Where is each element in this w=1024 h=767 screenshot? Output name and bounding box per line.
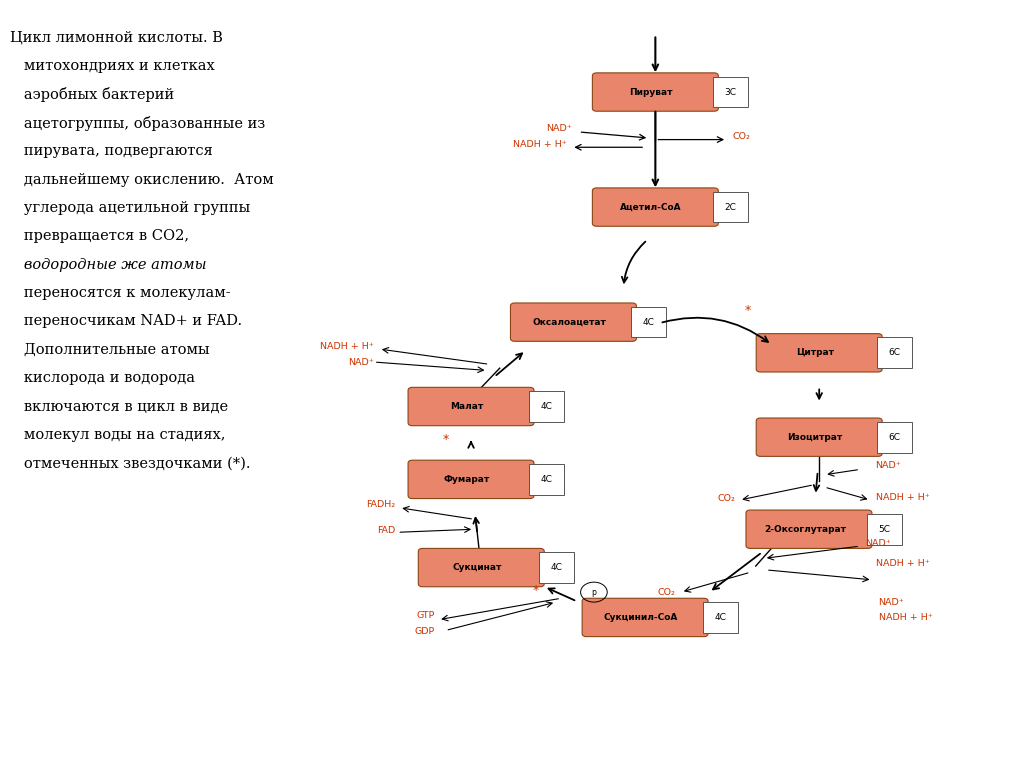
Text: углерода ацетильной группы: углерода ацетильной группы xyxy=(10,201,251,215)
Text: митохондриях и клетках: митохондриях и клетках xyxy=(10,59,215,73)
FancyBboxPatch shape xyxy=(592,73,719,111)
Text: включаются в цикл в виде: включаются в цикл в виде xyxy=(10,400,228,413)
Text: p: p xyxy=(592,588,596,597)
Text: переносчикам NAD+ и FAD.: переносчикам NAD+ и FAD. xyxy=(10,314,243,328)
Text: Ацетил-СоА: Ацетил-СоА xyxy=(621,202,682,212)
Text: NADH + H⁺: NADH + H⁺ xyxy=(321,342,374,351)
FancyBboxPatch shape xyxy=(582,598,709,637)
Text: молекул воды на стадиях,: молекул воды на стадиях, xyxy=(10,428,225,442)
Text: Цикл лимонной кислоты. В: Цикл лимонной кислоты. В xyxy=(10,31,223,44)
Text: NADH + H⁺: NADH + H⁺ xyxy=(876,559,929,568)
Text: NADH + H⁺: NADH + H⁺ xyxy=(513,140,566,149)
Text: аэробных бактерий: аэробных бактерий xyxy=(10,87,174,103)
FancyBboxPatch shape xyxy=(877,337,912,368)
Text: превращается в CO2,: превращается в CO2, xyxy=(10,229,189,243)
Text: 4C: 4C xyxy=(541,475,552,484)
Text: Оксалоацетат: Оксалоацетат xyxy=(532,318,606,327)
Text: Сукцинат: Сукцинат xyxy=(453,563,502,572)
Text: пирувата, подвергаются: пирувата, подвергаются xyxy=(10,144,213,158)
Text: Сукцинил-СоА: Сукцинил-СоА xyxy=(604,613,678,622)
Text: 2C: 2C xyxy=(725,202,736,212)
Text: NAD⁺: NAD⁺ xyxy=(876,461,901,470)
Text: 3C: 3C xyxy=(725,87,736,97)
Text: NAD⁺: NAD⁺ xyxy=(348,357,374,367)
Text: NADH + H⁺: NADH + H⁺ xyxy=(879,613,932,622)
FancyBboxPatch shape xyxy=(418,548,545,587)
Text: FADH₂: FADH₂ xyxy=(367,500,395,509)
Text: 4C: 4C xyxy=(541,402,552,411)
Text: 5C: 5C xyxy=(879,525,890,534)
FancyBboxPatch shape xyxy=(866,514,902,545)
Text: 4C: 4C xyxy=(643,318,654,327)
Text: Изоцитрат: Изоцитрат xyxy=(787,433,843,442)
Text: ацетогруппы, образованные из: ацетогруппы, образованные из xyxy=(10,116,265,131)
Text: NAD⁺: NAD⁺ xyxy=(546,124,571,133)
Text: Фумарат: Фумарат xyxy=(443,475,490,484)
FancyBboxPatch shape xyxy=(529,391,564,422)
Text: переносятся к молекулам-: переносятся к молекулам- xyxy=(10,286,230,300)
Text: 4C: 4C xyxy=(551,563,562,572)
Text: *: * xyxy=(744,304,751,317)
FancyBboxPatch shape xyxy=(408,460,535,499)
Text: водородные же атомы: водородные же атомы xyxy=(10,258,207,272)
Text: Пируват: Пируват xyxy=(630,87,673,97)
FancyBboxPatch shape xyxy=(631,307,667,337)
FancyBboxPatch shape xyxy=(756,334,883,372)
Text: GTP: GTP xyxy=(417,611,435,621)
FancyBboxPatch shape xyxy=(408,387,535,426)
Text: GDP: GDP xyxy=(415,627,435,636)
Text: отмеченных звездочками (*).: отмеченных звездочками (*). xyxy=(10,456,251,470)
FancyBboxPatch shape xyxy=(745,510,872,548)
Text: CO₂: CO₂ xyxy=(658,588,676,597)
FancyBboxPatch shape xyxy=(539,552,573,583)
Text: Цитрат: Цитрат xyxy=(796,348,835,357)
FancyBboxPatch shape xyxy=(877,422,912,453)
Text: CO₂: CO₂ xyxy=(732,132,750,141)
FancyBboxPatch shape xyxy=(713,192,748,222)
FancyBboxPatch shape xyxy=(756,418,883,456)
FancyBboxPatch shape xyxy=(702,602,737,633)
Text: 2-Оксоглутарат: 2-Оксоглутарат xyxy=(764,525,846,534)
Text: Дополнительные атомы: Дополнительные атомы xyxy=(10,343,210,357)
Text: NAD⁺: NAD⁺ xyxy=(865,538,891,548)
Text: NАDH + H⁺: NАDH + H⁺ xyxy=(876,492,929,502)
FancyBboxPatch shape xyxy=(592,188,719,226)
Text: FAD: FAD xyxy=(377,526,395,535)
FancyBboxPatch shape xyxy=(529,464,564,495)
FancyBboxPatch shape xyxy=(713,77,748,107)
Text: Малат: Малат xyxy=(451,402,483,411)
Text: 6C: 6C xyxy=(889,348,900,357)
Text: *: * xyxy=(532,584,539,597)
Text: NAD⁺: NAD⁺ xyxy=(879,597,904,607)
Text: 4C: 4C xyxy=(715,613,726,622)
FancyBboxPatch shape xyxy=(511,303,637,341)
Text: *: * xyxy=(442,433,449,446)
Text: кислорода и водорода: кислорода и водорода xyxy=(10,371,196,385)
Text: дальнейшему окислению.  Атом: дальнейшему окислению. Атом xyxy=(10,173,274,186)
Text: 6C: 6C xyxy=(889,433,900,442)
Text: CO₂: CO₂ xyxy=(718,494,735,503)
